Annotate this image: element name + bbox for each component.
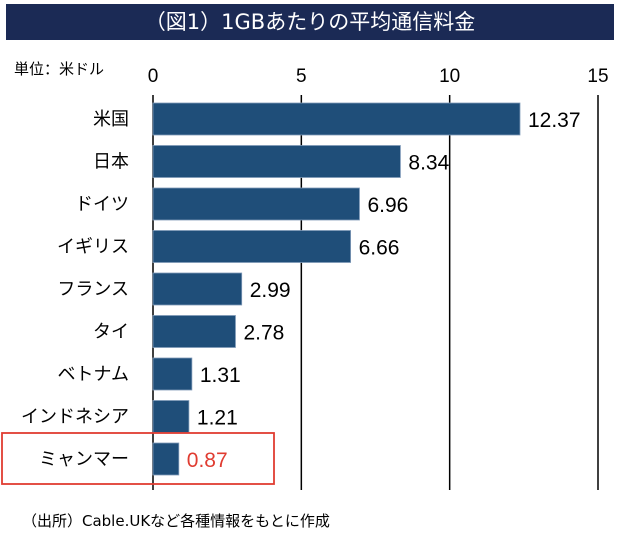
category-label: 米国 bbox=[93, 109, 129, 130]
bar-3 bbox=[152, 187, 360, 221]
bar-9 bbox=[152, 442, 180, 476]
x-tick-label: 15 bbox=[587, 66, 608, 87]
bar-1 bbox=[152, 102, 521, 136]
source-note: （出所）Cable.UKなど各種情報をもとに作成 bbox=[22, 512, 330, 530]
data-label: 2.99 bbox=[250, 279, 291, 302]
x-tick-label: 10 bbox=[439, 66, 460, 87]
bar-6 bbox=[152, 315, 236, 348]
category-label: ミャンマー bbox=[39, 449, 129, 470]
data-label: 0.87 bbox=[187, 449, 228, 472]
data-label: 12.37 bbox=[528, 109, 581, 132]
data-label: 2.78 bbox=[243, 322, 284, 345]
data-label: 8.34 bbox=[408, 152, 449, 175]
bar-5 bbox=[152, 272, 243, 306]
category-label: タイ bbox=[93, 322, 129, 343]
highlight-box bbox=[1, 432, 275, 485]
data-label: 6.96 bbox=[367, 194, 408, 217]
data-label: 1.21 bbox=[197, 407, 238, 430]
x-tick-label: 5 bbox=[296, 66, 307, 87]
bar-4 bbox=[152, 230, 351, 263]
bar-8 bbox=[152, 400, 190, 433]
category-label: ベトナム bbox=[58, 364, 129, 385]
category-label: ドイツ bbox=[75, 194, 129, 215]
title-bar: （図1）1GBあたりの平均通信料金 bbox=[6, 4, 614, 40]
unit-label: 単位：米ドル bbox=[14, 60, 105, 78]
category-label: イギリス bbox=[57, 237, 129, 258]
data-label: 6.66 bbox=[359, 237, 400, 260]
bar-2 bbox=[152, 145, 401, 178]
data-label: 1.31 bbox=[200, 364, 241, 387]
category-label: フランス bbox=[57, 279, 129, 300]
bar-7 bbox=[152, 357, 193, 391]
x-tick-label: 0 bbox=[148, 66, 159, 87]
chart-title: （図1）1GBあたりの平均通信料金 bbox=[144, 10, 476, 34]
category-label: インドネシア bbox=[21, 407, 129, 428]
category-label: 日本 bbox=[93, 152, 129, 173]
